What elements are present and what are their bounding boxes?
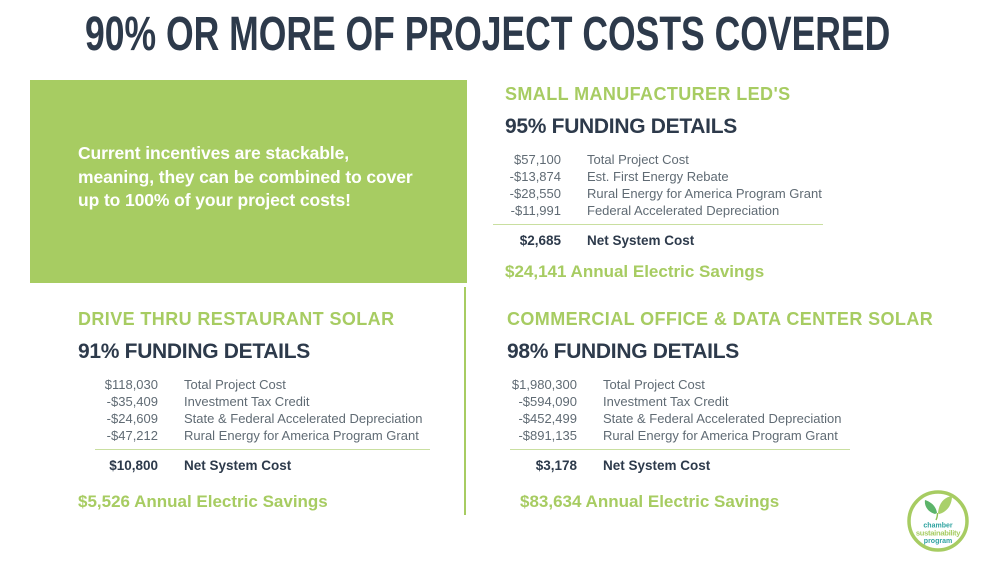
net-label: Net System Cost: [587, 233, 695, 248]
table-row: $1,980,300 Total Project Cost: [507, 376, 867, 393]
table-row: $118,030 Total Project Cost: [78, 376, 438, 393]
row-amount: $57,100: [514, 152, 561, 167]
annual-savings: $24,141 Annual Electric Savings: [505, 262, 765, 281]
funding-table: $1,980,300 Total Project Cost -$594,090 …: [507, 376, 867, 444]
row-label: Total Project Cost: [603, 377, 705, 392]
table-row: -$13,874 Est. First Energy Rebate: [505, 168, 865, 185]
net-system-cost-row: $10,800 Net System Cost: [78, 457, 438, 474]
net-amount: $2,685: [519, 233, 561, 248]
logo-ring: [907, 490, 969, 552]
row-amount: -$452,499: [518, 411, 577, 426]
row-amount: -$891,135: [518, 428, 577, 443]
table-row: $57,100 Total Project Cost: [505, 151, 865, 168]
table-row: -$35,409 Investment Tax Credit: [78, 393, 438, 410]
logo-text-program: program: [924, 538, 952, 545]
row-label: Rural Energy for America Program Grant: [603, 428, 838, 443]
funding-details-heading: 91% FUNDING DETAILS: [78, 340, 310, 363]
annual-savings: $83,634 Annual Electric Savings: [520, 492, 780, 511]
table-row: -$452,499 State & Federal Accelerated De…: [507, 410, 867, 427]
incentives-callout-text: Current incentives are stackable, meanin…: [78, 143, 413, 210]
net-system-cost-row: $3,178 Net System Cost: [507, 457, 867, 474]
net-label: Net System Cost: [603, 458, 711, 473]
row-label: Investment Tax Credit: [184, 394, 310, 409]
logo-text-sustainability: sustainability: [916, 529, 961, 538]
row-label: State & Federal Accelerated Depreciation: [184, 411, 423, 426]
funding-table: $118,030 Total Project Cost -$35,409 Inv…: [78, 376, 438, 444]
row-label: Total Project Cost: [587, 152, 689, 167]
table-row: -$24,609 State & Federal Accelerated Dep…: [78, 410, 438, 427]
divider-rule: [493, 224, 823, 225]
section-heading: DRIVE THRU RESTAURANT SOLAR: [78, 309, 395, 329]
row-label: Investment Tax Credit: [603, 394, 729, 409]
funding-table: $57,100 Total Project Cost -$13,874 Est.…: [505, 151, 865, 219]
row-label: Total Project Cost: [184, 377, 286, 392]
logo-text-chamber: chamber: [923, 523, 952, 530]
net-label: Net System Cost: [184, 458, 292, 473]
section-heading: SMALL MANUFACTURER LED'S: [505, 84, 791, 104]
net-system-cost-row: $2,685 Net System Cost: [505, 232, 865, 249]
row-label: Rural Energy for America Program Grant: [184, 428, 419, 443]
table-row: -$594,090 Investment Tax Credit: [507, 393, 867, 410]
vertical-divider: [464, 287, 466, 515]
table-row: -$11,991 Federal Accelerated Depreciatio…: [505, 202, 865, 219]
leaf-icon: [924, 496, 952, 521]
table-row: -$891,135 Rural Energy for America Progr…: [507, 427, 867, 444]
row-amount: -$13,874: [509, 169, 561, 184]
row-label: Est. First Energy Rebate: [587, 169, 729, 184]
row-amount: $1,980,300: [511, 377, 577, 392]
row-amount: -$594,090: [518, 394, 577, 409]
annual-savings: $5,526 Annual Electric Savings: [78, 492, 328, 511]
table-row: -$28,550 Rural Energy for America Progra…: [505, 185, 865, 202]
incentives-callout-box: Current incentives are stackable, meanin…: [30, 80, 467, 283]
row-amount: -$35,409: [106, 394, 158, 409]
section-commercial-office-data-center-solar: COMMERCIAL OFFICE & DATA CENTER SOLAR 98…: [507, 309, 934, 512]
divider-rule: [95, 449, 430, 450]
row-amount: -$11,991: [510, 203, 561, 218]
chamber-sustainability-program-logo: chamber sustainability program: [906, 489, 970, 553]
row-label: Rural Energy for America Program Grant: [587, 186, 822, 201]
divider-rule: [510, 449, 850, 450]
funding-details-heading: 95% FUNDING DETAILS: [505, 115, 737, 138]
net-amount: $10,800: [109, 458, 158, 473]
section-small-manufacturer-leds: SMALL MANUFACTURER LED'S 95% FUNDING DET…: [493, 84, 865, 282]
funding-details-heading: 98% FUNDING DETAILS: [507, 340, 739, 363]
section-heading: COMMERCIAL OFFICE & DATA CENTER SOLAR: [507, 309, 934, 329]
row-amount: -$24,609: [106, 411, 158, 426]
page-title: 90% OR MORE OF PROJECT COSTS COVERED: [85, 8, 891, 61]
row-label: State & Federal Accelerated Depreciation: [603, 411, 842, 426]
row-amount: -$47,212: [106, 428, 158, 443]
logo-graphic: chamber sustainability program: [907, 490, 969, 552]
net-amount: $3,178: [535, 458, 577, 473]
row-amount: $118,030: [104, 377, 158, 392]
table-row: -$47,212 Rural Energy for America Progra…: [78, 427, 438, 444]
section-drive-thru-restaurant-solar: DRIVE THRU RESTAURANT SOLAR 91% FUNDING …: [78, 309, 438, 512]
row-amount: -$28,550: [509, 186, 561, 201]
row-label: Federal Accelerated Depreciation: [587, 203, 780, 218]
